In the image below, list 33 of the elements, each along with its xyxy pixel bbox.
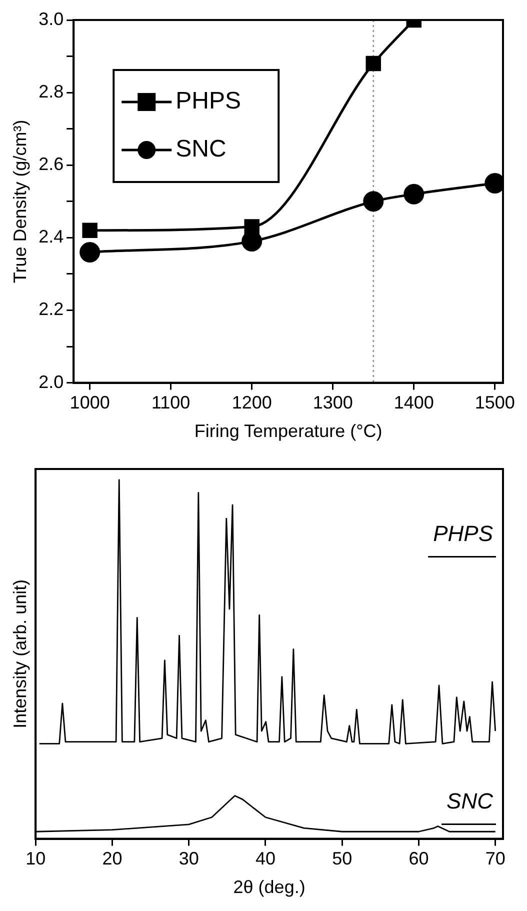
y-axis-title: Intensity (arb. unit) bbox=[10, 579, 30, 728]
y-axis-title: True Density (g/cm³) bbox=[10, 120, 30, 284]
x-tick-label: 30 bbox=[178, 848, 199, 869]
x-tick-label: 1400 bbox=[394, 392, 434, 413]
x-tick-label: 50 bbox=[332, 848, 352, 869]
point bbox=[404, 184, 424, 204]
x-tick-label: 40 bbox=[255, 848, 276, 869]
x-tick-label: 1500 bbox=[474, 392, 515, 413]
series-label: SNC bbox=[446, 788, 494, 814]
legend-label: SNC bbox=[176, 136, 226, 163]
y-tick-label: 3.0 bbox=[38, 8, 64, 29]
x-tick-label: 10 bbox=[26, 848, 46, 869]
x-tick-label: 1300 bbox=[312, 392, 353, 413]
point bbox=[363, 191, 384, 212]
x-tick-label: 60 bbox=[408, 848, 429, 869]
text: PHPS bbox=[433, 520, 494, 546]
x-tick-label: 1100 bbox=[151, 392, 190, 413]
y-tick-label: 2.6 bbox=[38, 154, 64, 174]
point bbox=[80, 242, 100, 262]
y-tick-label: 2.8 bbox=[38, 82, 64, 102]
x-axis-title: 2θ (deg.) bbox=[233, 877, 306, 898]
point bbox=[82, 222, 98, 238]
x-tick-label: 1200 bbox=[232, 392, 272, 413]
x-tick-label: 1000 bbox=[70, 392, 110, 413]
x-tick-label: 70 bbox=[485, 848, 506, 869]
legend-label: PHPS bbox=[176, 88, 241, 115]
y-tick-label: 2.2 bbox=[38, 299, 64, 320]
point bbox=[366, 56, 381, 72]
y-tick-label: 2.4 bbox=[38, 226, 64, 247]
x-tick-label: 20 bbox=[102, 848, 122, 869]
y-tick-label: 2.0 bbox=[38, 372, 64, 392]
x-axis-title: Firing Temperature (°C) bbox=[194, 421, 382, 442]
point bbox=[244, 219, 260, 234]
